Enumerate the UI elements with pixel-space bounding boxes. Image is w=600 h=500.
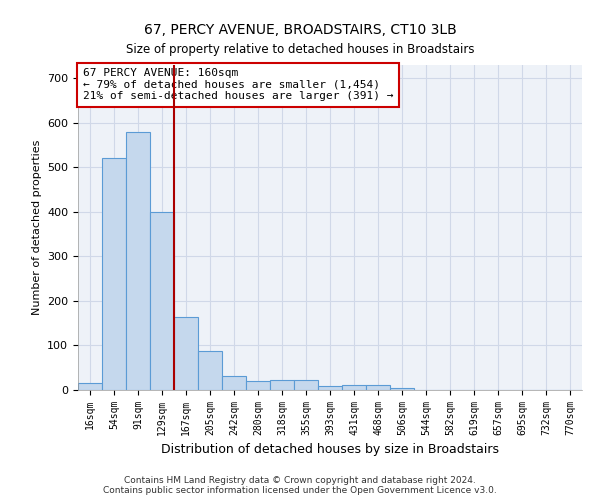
Bar <box>174 316 198 390</box>
Bar <box>198 351 222 390</box>
Bar <box>294 380 318 390</box>
Bar <box>270 380 294 390</box>
Text: Size of property relative to detached houses in Broadstairs: Size of property relative to detached ho… <box>126 42 474 56</box>
Bar <box>78 384 102 390</box>
Y-axis label: Number of detached properties: Number of detached properties <box>32 140 41 315</box>
Bar <box>342 384 366 390</box>
Bar <box>318 386 342 390</box>
Bar <box>150 212 174 390</box>
Text: 67 PERCY AVENUE: 160sqm
← 79% of detached houses are smaller (1,454)
21% of semi: 67 PERCY AVENUE: 160sqm ← 79% of detache… <box>83 68 394 102</box>
Bar <box>126 132 150 390</box>
Bar <box>102 158 126 390</box>
Bar <box>246 381 270 390</box>
Bar <box>390 388 414 390</box>
Text: Contains HM Land Registry data © Crown copyright and database right 2024.
Contai: Contains HM Land Registry data © Crown c… <box>103 476 497 495</box>
Bar <box>222 376 246 390</box>
Text: 67, PERCY AVENUE, BROADSTAIRS, CT10 3LB: 67, PERCY AVENUE, BROADSTAIRS, CT10 3LB <box>143 22 457 36</box>
Bar <box>366 384 390 390</box>
X-axis label: Distribution of detached houses by size in Broadstairs: Distribution of detached houses by size … <box>161 444 499 456</box>
